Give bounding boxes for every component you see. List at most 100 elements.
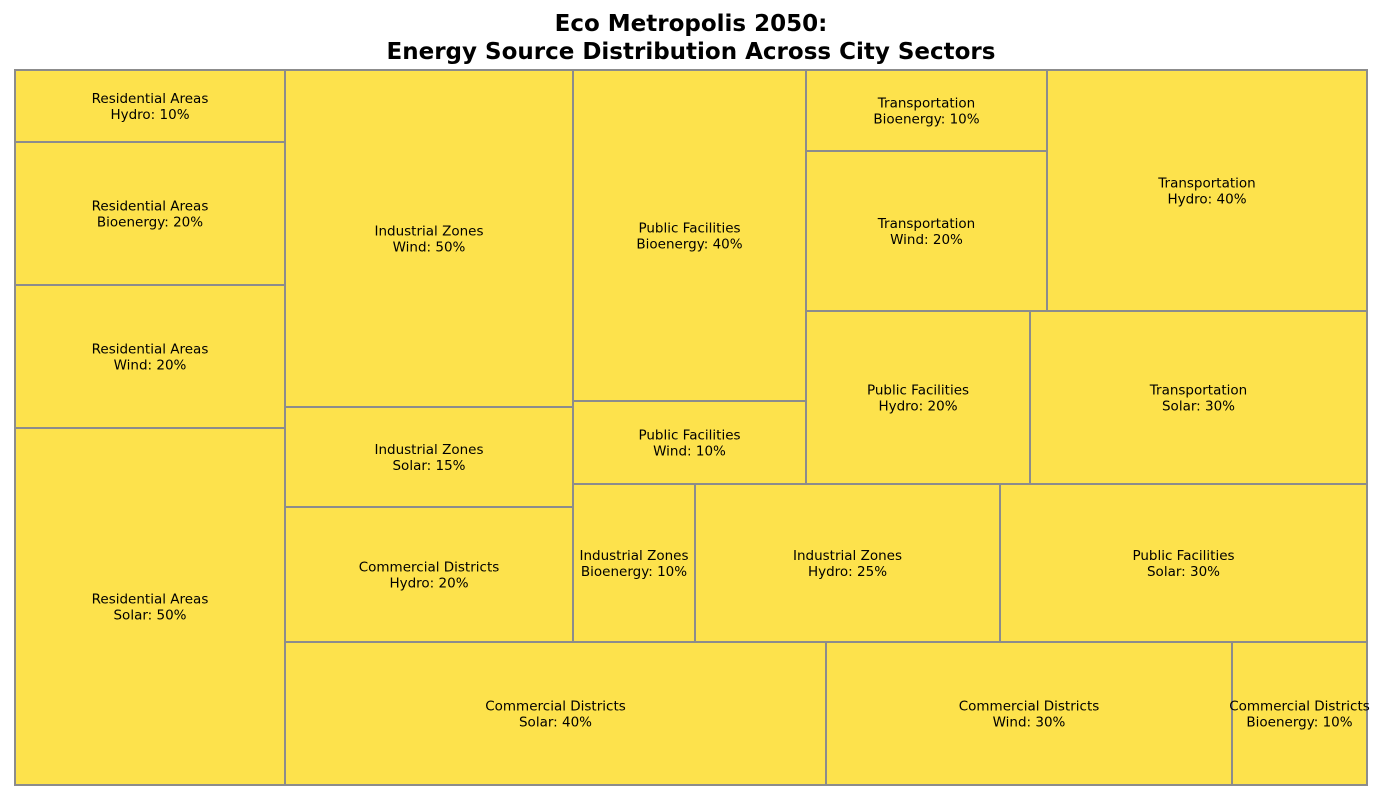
treemap-cell-commercial-districts-hydro: Commercial Districts Hydro: 20% <box>284 506 574 643</box>
treemap-cell-public-facilities-bioenergy: Public Facilities Bioenergy: 40% <box>572 69 807 402</box>
treemap-label-sector: Industrial Zones <box>579 548 688 564</box>
treemap-label-residential-areas-hydro: Residential Areas Hydro: 10% <box>92 91 209 123</box>
treemap-label-sector: Industrial Zones <box>793 548 902 564</box>
treemap-label-value: Hydro: 25% <box>808 564 887 580</box>
treemap-label-sector: Industrial Zones <box>374 224 483 240</box>
treemap-label-sector: Public Facilities <box>867 383 969 399</box>
treemap-cell-commercial-districts-bioenergy: Commercial Districts Bioenergy: 10% <box>1229 641 1370 786</box>
treemap-label-residential-areas-bioenergy: Residential Areas Bioenergy: 20% <box>92 199 209 231</box>
treemap-label-sector: Industrial Zones <box>374 442 483 458</box>
treemap-label-value: Solar: 15% <box>392 458 465 474</box>
treemap-label-industrial-zones-hydro: Industrial Zones Hydro: 25% <box>793 548 902 580</box>
treemap-rect-commercial-districts-hydro <box>284 506 574 643</box>
chart-title-line-1: Eco Metropolis 2050: <box>554 11 828 37</box>
treemap-label-value: Hydro: 40% <box>1167 192 1246 208</box>
chart-title-line-2: Energy Source Distribution Across City S… <box>386 39 996 65</box>
treemap-label-sector: Residential Areas <box>92 91 209 107</box>
treemap-label-commercial-districts-bioenergy: Commercial Districts Bioenergy: 10% <box>1229 699 1370 731</box>
treemap-label-value: Hydro: 20% <box>878 399 957 415</box>
treemap-label-sector: Transportation <box>1149 383 1247 399</box>
treemap-label-commercial-districts-wind: Commercial Districts Wind: 30% <box>959 699 1100 731</box>
treemap-rect-commercial-districts-wind <box>825 641 1233 786</box>
treemap-label-value: Hydro: 10% <box>110 107 189 123</box>
treemap-label-sector: Transportation <box>1157 176 1255 192</box>
treemap-label-sector: Residential Areas <box>92 592 209 608</box>
treemap-label-public-facilities-hydro: Public Facilities Hydro: 20% <box>867 383 969 415</box>
treemap-label-value: Wind: 10% <box>653 444 726 460</box>
treemap-rect-residential-areas-solar <box>14 427 286 786</box>
treemap-label-sector: Commercial Districts <box>959 699 1100 715</box>
treemap-label-value: Bioenergy: 20% <box>97 215 203 231</box>
treemap-label-public-facilities-bioenergy: Public Facilities Bioenergy: 40% <box>636 221 742 253</box>
treemap-label-value: Wind: 20% <box>890 232 963 248</box>
chart-title: Eco Metropolis 2050: Energy Source Distr… <box>0 10 1382 66</box>
treemap-label-value: Hydro: 20% <box>389 576 468 592</box>
treemap-cell-transportation-hydro: Transportation Hydro: 40% <box>1046 69 1368 312</box>
treemap-cell-industrial-zones-solar: Industrial Zones Solar: 15% <box>284 406 574 508</box>
treemap-label-value: Bioenergy: 40% <box>636 237 742 253</box>
treemap-label-industrial-zones-wind: Industrial Zones Wind: 50% <box>374 224 483 256</box>
treemap-cell-commercial-districts-solar: Commercial Districts Solar: 40% <box>284 641 827 786</box>
treemap-rect-residential-areas-bioenergy <box>14 141 286 286</box>
treemap-rect-commercial-districts-bioenergy <box>1231 641 1368 786</box>
treemap-label-industrial-zones-bioenergy: Industrial Zones Bioenergy: 10% <box>579 548 688 580</box>
treemap-label-commercial-districts-solar: Commercial Districts Solar: 40% <box>485 699 626 731</box>
treemap-label-transportation-bioenergy: Transportation Bioenergy: 10% <box>873 96 979 128</box>
treemap-label-sector: Transportation <box>877 96 975 112</box>
treemap-cell-industrial-zones-bioenergy: Industrial Zones Bioenergy: 10% <box>572 483 696 643</box>
treemap-rect-transportation-wind <box>805 150 1048 312</box>
treemap-cell-commercial-districts-wind: Commercial Districts Wind: 30% <box>825 641 1233 786</box>
treemap-rect-industrial-zones-hydro <box>694 483 1001 643</box>
treemap-label-commercial-districts-hydro: Commercial Districts Hydro: 20% <box>359 560 500 592</box>
treemap-label-transportation-solar: Transportation Solar: 30% <box>1149 383 1247 415</box>
treemap-label-public-facilities-wind: Public Facilities Wind: 10% <box>638 428 740 460</box>
treemap-label-residential-areas-solar: Residential Areas Solar: 50% <box>92 592 209 624</box>
treemap-cell-industrial-zones-hydro: Industrial Zones Hydro: 25% <box>694 483 1001 643</box>
treemap-label-value: Bioenergy: 10% <box>1246 715 1352 731</box>
treemap-label-residential-areas-wind: Residential Areas Wind: 20% <box>92 342 209 374</box>
treemap-rect-residential-areas-wind <box>14 284 286 429</box>
treemap-cell-public-facilities-solar: Public Facilities Solar: 30% <box>999 483 1368 643</box>
treemap-label-transportation-hydro: Transportation Hydro: 40% <box>1157 176 1255 208</box>
treemap-cell-transportation-wind: Transportation Wind: 20% <box>805 150 1048 312</box>
treemap-label-industrial-zones-solar: Industrial Zones Solar: 15% <box>374 442 483 474</box>
treemap-rect-transportation-hydro <box>1046 69 1368 312</box>
treemap-cell-transportation-bioenergy: Transportation Bioenergy: 10% <box>805 69 1048 152</box>
treemap-cell-public-facilities-hydro: Public Facilities Hydro: 20% <box>805 310 1031 485</box>
treemap-label-sector: Public Facilities <box>1132 548 1234 564</box>
treemap-rect-industrial-zones-solar <box>284 406 574 508</box>
treemap-label-value: Bioenergy: 10% <box>581 564 687 580</box>
treemap-label-value: Wind: 50% <box>393 240 466 256</box>
treemap-rect-public-facilities-hydro <box>805 310 1031 485</box>
treemap-label-value: Solar: 40% <box>519 715 592 731</box>
treemap-label-sector: Residential Areas <box>92 199 209 215</box>
treemap-label-value: Bioenergy: 10% <box>873 112 979 128</box>
treemap-label-public-facilities-solar: Public Facilities Solar: 30% <box>1132 548 1234 580</box>
treemap-rect-industrial-zones-bioenergy <box>572 483 696 643</box>
treemap-label-sector: Public Facilities <box>638 221 740 237</box>
treemap-cell-industrial-zones-wind: Industrial Zones Wind: 50% <box>284 69 574 408</box>
treemap-label-sector: Commercial Districts <box>1229 699 1370 715</box>
treemap-rect-public-facilities-solar <box>999 483 1368 643</box>
treemap-label-value: Solar: 30% <box>1162 399 1235 415</box>
treemap-cell-transportation-solar: Transportation Solar: 30% <box>1029 310 1368 485</box>
treemap-rect-public-facilities-bioenergy <box>572 69 807 402</box>
treemap-cell-public-facilities-wind: Public Facilities Wind: 10% <box>572 400 807 485</box>
treemap-label-sector: Residential Areas <box>92 342 209 358</box>
treemap-label-sector: Commercial Districts <box>485 699 626 715</box>
treemap-label-sector: Transportation <box>877 216 975 232</box>
treemap-label-sector: Public Facilities <box>638 428 740 444</box>
treemap-label-sector: Commercial Districts <box>359 560 500 576</box>
treemap-cell-residential-areas-wind: Residential Areas Wind: 20% <box>14 284 286 429</box>
treemap-cell-residential-areas-bioenergy: Residential Areas Bioenergy: 20% <box>14 141 286 286</box>
treemap-label-value: Solar: 30% <box>1147 564 1220 580</box>
treemap-label-value: Solar: 50% <box>113 608 186 624</box>
treemap-rect-transportation-bioenergy <box>805 69 1048 152</box>
treemap-rect-industrial-zones-wind <box>284 69 574 408</box>
treemap-cell-residential-areas-hydro: Residential Areas Hydro: 10% <box>14 69 286 143</box>
treemap-label-transportation-wind: Transportation Wind: 20% <box>877 216 975 248</box>
treemap-label-value: Wind: 30% <box>993 715 1066 731</box>
treemap-cell-residential-areas-solar: Residential Areas Solar: 50% <box>14 427 286 786</box>
treemap-rect-transportation-solar <box>1029 310 1368 485</box>
